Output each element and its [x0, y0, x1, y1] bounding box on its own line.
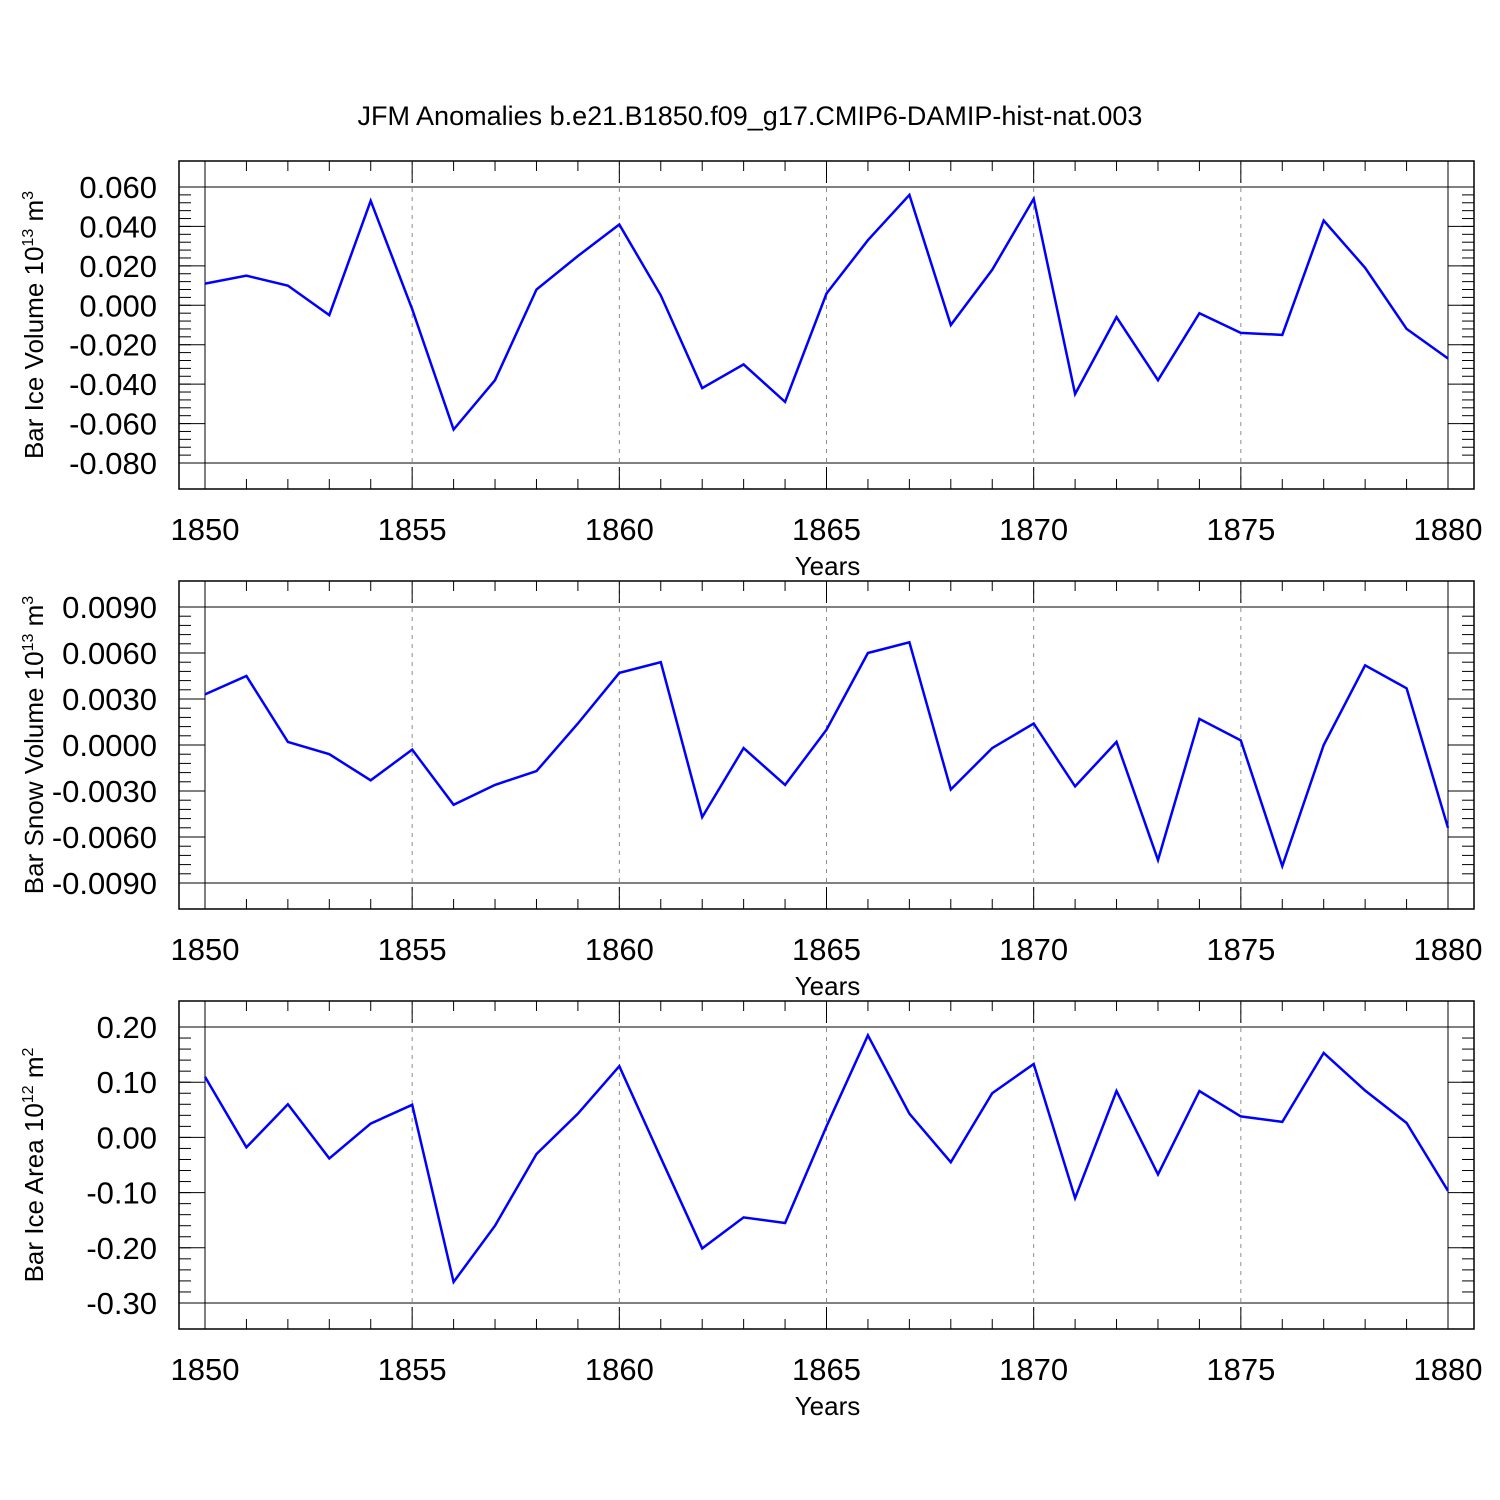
x-tick-label: 1865 — [792, 932, 861, 967]
y-tick-label: -0.020 — [69, 328, 157, 363]
x-tick-label: 1850 — [171, 1352, 240, 1387]
x-tick-label: 1870 — [999, 1352, 1068, 1387]
x-tick-label: 1860 — [585, 932, 654, 967]
y-tick-label: 0.0090 — [62, 590, 157, 625]
x-tick-label: 1880 — [1414, 932, 1483, 967]
x-tick-label: 1880 — [1414, 512, 1483, 547]
y-tick-label: 0.0060 — [62, 636, 157, 671]
y-tick-label: 0.040 — [79, 209, 157, 244]
x-axis-label: Years — [795, 971, 861, 1001]
x-axis-label: Years — [795, 1391, 861, 1421]
x-tick-label: 1870 — [999, 932, 1068, 967]
x-tick-label: 1855 — [378, 1352, 447, 1387]
y-tick-label: -0.060 — [69, 407, 157, 442]
y-tick-label: -0.20 — [86, 1231, 157, 1266]
x-tick-label: 1880 — [1414, 1352, 1483, 1387]
x-tick-label: 1855 — [378, 512, 447, 547]
x-tick-label: 1875 — [1206, 512, 1275, 547]
chart-panels: 0.060 0.040 0.020 0.000 -0.020 -0.040 -0.060 -0… — [19, 160, 1483, 1421]
y-tick-label: -0.10 — [86, 1176, 157, 1211]
y-tick-label: 0.0000 — [62, 728, 157, 763]
y-tick-label: 0.020 — [79, 249, 157, 284]
series-line — [204, 640, 1450, 871]
x-tick-label: 1860 — [585, 512, 654, 547]
y-tick-label: -0.040 — [69, 367, 157, 402]
y-tick-label: 0.00 — [97, 1120, 157, 1155]
y-tick-label: -0.30 — [86, 1286, 157, 1321]
series-line — [204, 192, 1449, 432]
y-tick-label: 0.20 — [97, 1010, 157, 1045]
chart-panel-2: 0.0090 0.0060 0.0030 0.0000 -0.0030 -0.0060 -0… — [19, 580, 1483, 1001]
x-tick-label: 1865 — [792, 1352, 861, 1387]
x-axis-label: Years — [795, 551, 861, 581]
y-tick-label: 0.060 — [79, 170, 157, 205]
y-tick-label: 0.000 — [79, 288, 157, 323]
chart-panel-3: 0.20 0.10 0.00 -0.10 -0.20 -0.30 1850 1855 1860 1… — [19, 1000, 1483, 1421]
x-tick-label: 1875 — [1206, 932, 1275, 967]
x-tick-label: 1850 — [171, 512, 240, 547]
x-tick-label: 1860 — [585, 1352, 654, 1387]
y-axis-label: Bar Ice Volume 1013 m3 — [19, 191, 49, 459]
x-tick-label: 1875 — [1206, 1352, 1275, 1387]
x-tick-label: 1850 — [171, 932, 240, 967]
x-tick-label: 1865 — [792, 512, 861, 547]
x-tick-label: 1855 — [378, 932, 447, 967]
y-tick-label: 0.0030 — [62, 682, 157, 717]
x-tick-label: 1870 — [999, 512, 1068, 547]
y-axis-label: Bar Ice Area 1012 m2 — [19, 1047, 49, 1282]
y-tick-label: -0.0060 — [52, 820, 157, 855]
y-axis-label: Bar Snow Volume 1013 m3 — [19, 596, 49, 895]
y-tick-label: -0.0030 — [52, 774, 157, 809]
chart-panel-1: 0.060 0.040 0.020 0.000 -0.020 -0.040 -0.060 -0… — [19, 160, 1483, 581]
y-tick-label: 0.10 — [97, 1065, 157, 1100]
series-line — [203, 1032, 1450, 1285]
y-tick-label: -0.080 — [69, 446, 157, 481]
y-tick-label: -0.0090 — [52, 866, 157, 901]
figure-title: JFM Anomalies b.e21.B1850.f09_g17.CMIP6-… — [358, 101, 1143, 131]
